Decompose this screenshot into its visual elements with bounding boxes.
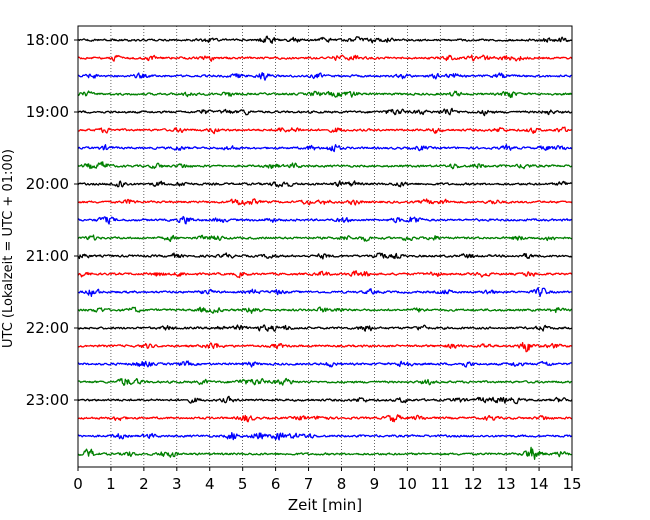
- trace-2145: [77, 306, 573, 314]
- trace-2315: [77, 414, 573, 423]
- trace-2030: [77, 215, 573, 225]
- trace-2045: [77, 234, 573, 243]
- trace-2215: [77, 341, 573, 353]
- trace-2015: [77, 198, 573, 206]
- y-tick-label: 19:00: [26, 103, 69, 121]
- trace-1830: [77, 72, 573, 81]
- x-tick-label: 12: [464, 475, 483, 493]
- y-tick-label: 22:00: [26, 319, 69, 337]
- plot-frame: [77, 25, 573, 468]
- trace-group: [77, 35, 573, 460]
- x-tick-label: 10: [398, 475, 417, 493]
- trace-1845: [77, 90, 573, 99]
- y-axis-ticks: 18:00 19:00 20:00 21:00 22:00 23:00: [26, 31, 78, 409]
- y-axis-label: UTC (Lokalzeit = UTC + 01:00): [1, 149, 16, 348]
- trace-1915: [77, 126, 573, 135]
- trace-2115: [77, 270, 573, 279]
- trace-1815: [77, 54, 573, 62]
- x-tick-label: 1: [106, 475, 116, 493]
- trace-2230: [77, 360, 573, 368]
- x-tick-label: 14: [530, 475, 549, 493]
- x-tick-label: 5: [238, 475, 248, 493]
- x-tick-label: 2: [139, 475, 149, 493]
- trace-2100: [77, 252, 572, 260]
- x-tick-label: 3: [172, 475, 182, 493]
- trace-1930: [77, 144, 573, 153]
- x-tick-label: 11: [431, 475, 450, 493]
- y-tick-label: 23:00: [26, 391, 69, 409]
- x-tick-label: 6: [271, 475, 281, 493]
- x-axis-ticks: 0 1 2 3 4 5 6 7 8 9 10 11 12 13 14 15: [73, 467, 582, 493]
- x-tick-label: 0: [73, 475, 83, 493]
- trace-2330: [77, 432, 573, 441]
- trace-2000: [77, 180, 573, 188]
- trace-1800: [77, 35, 573, 44]
- trace-2300: [77, 395, 573, 405]
- x-tick-label: 7: [304, 475, 314, 493]
- trace-2245: [77, 377, 573, 386]
- x-tick-label: 15: [562, 475, 581, 493]
- trace-2345: [77, 446, 573, 460]
- y-tick-label: 21:00: [26, 247, 69, 265]
- x-tick-label: 8: [337, 475, 347, 493]
- x-tick-label: 9: [370, 475, 380, 493]
- x-tick-label: 4: [205, 475, 215, 493]
- trace-2130: [78, 287, 573, 298]
- x-tick-label: 13: [497, 475, 516, 493]
- x-axis-label: Zeit [min]: [288, 496, 362, 514]
- trace-1900: [77, 107, 573, 117]
- trace-1945: [77, 161, 573, 170]
- y-tick-label: 18:00: [26, 31, 69, 49]
- trace-2200: [77, 324, 573, 332]
- y-tick-label: 20:00: [26, 175, 69, 193]
